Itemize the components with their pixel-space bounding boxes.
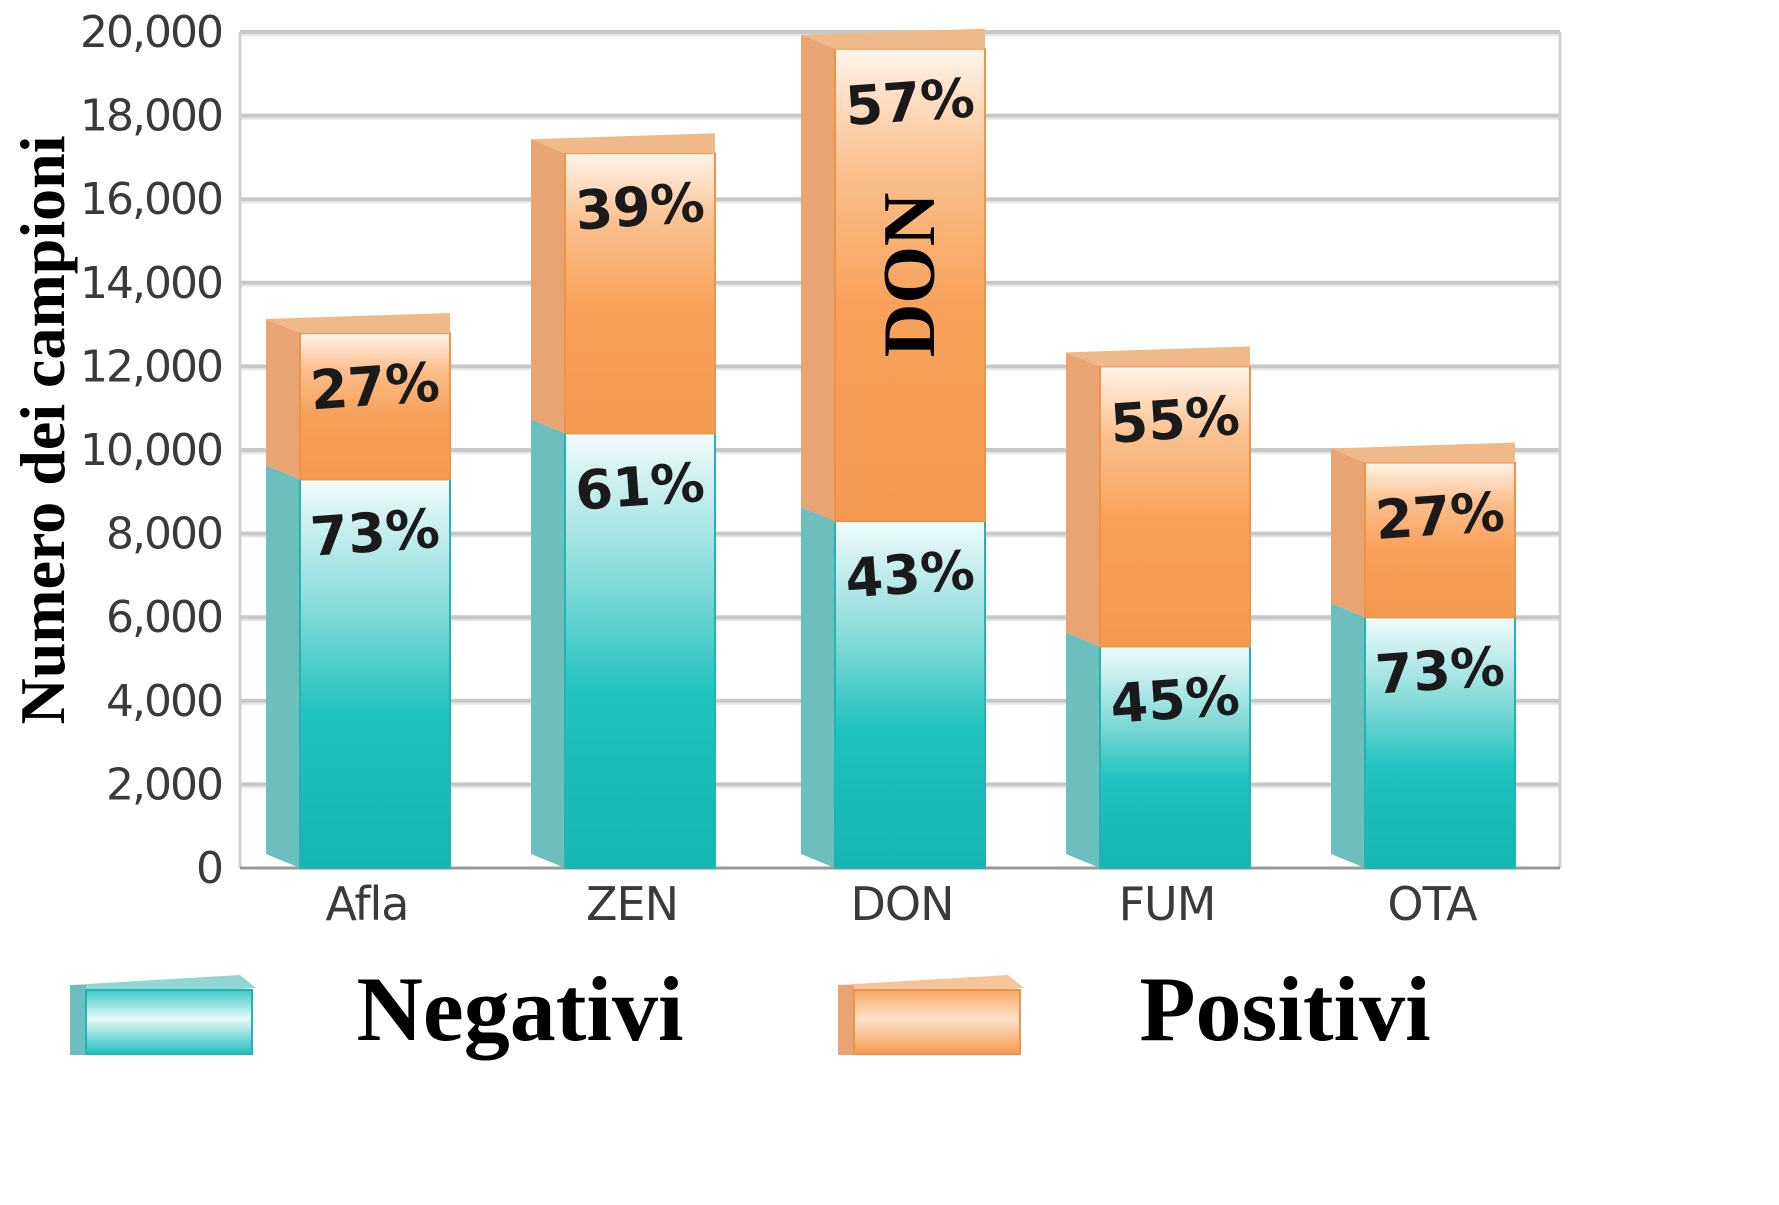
bar-zen-cap xyxy=(531,133,715,154)
bar-afla-negativi xyxy=(299,478,451,869)
bars: 73% 27% 61% 39% 43% 57% 45% 55% 73% 27% DON xyxy=(266,28,1516,870)
bar-zen-positivi xyxy=(564,152,716,435)
bar-don-positivi-side xyxy=(801,34,835,522)
y-axis-ticks: 0 2,000 4,000 6,000 8,000 10,000 12,000 14,000 1… xyxy=(80,7,224,894)
data-label-don-negativi: 43% xyxy=(843,539,976,611)
legend-swatch-negativi xyxy=(70,985,86,1055)
bar-afla-positivi-side xyxy=(266,318,300,480)
y-tick-label: 20,000 xyxy=(80,7,222,58)
bar-afla-cap xyxy=(266,312,450,333)
data-label-afla-positivi: 27% xyxy=(308,351,441,423)
x-category-label-ota: OTA xyxy=(1387,877,1478,931)
y-tick-label: 8,000 xyxy=(106,509,222,560)
annotation-don: DON xyxy=(869,193,951,357)
data-label-ota-negativi: 73% xyxy=(1373,635,1506,707)
y-tick-label: 4,000 xyxy=(106,676,222,727)
bar-group-don: 43% 57% xyxy=(801,28,986,869)
y-tick-label: 6,000 xyxy=(106,592,222,643)
bar-ota-positivi-side xyxy=(1331,448,1365,618)
y-tick-label: 18,000 xyxy=(80,91,222,142)
bar-ota-negativi xyxy=(1364,616,1516,870)
bar-group-ota: 73% 27% xyxy=(1331,442,1516,870)
bar-group-afla: 73% 27% xyxy=(266,312,451,869)
bar-fum-positivi xyxy=(1099,365,1251,648)
legend-label-positivi: Positivi xyxy=(1139,958,1430,1060)
legend-label-negativi: Negativi xyxy=(356,958,683,1060)
y-tick-label: 16,000 xyxy=(80,174,222,225)
legend-item-negativi: Negativi xyxy=(70,958,684,1060)
bar-fum-cap xyxy=(1066,346,1250,367)
bar-ota-negativi-side xyxy=(1331,603,1365,868)
bar-ota-cap xyxy=(1331,442,1515,463)
bar-fum-negativi-side xyxy=(1066,632,1100,868)
bar-group-zen: 61% 39% xyxy=(531,133,716,869)
data-label-fum-negativi: 45% xyxy=(1108,664,1241,736)
data-label-zen-positivi: 39% xyxy=(573,171,706,243)
bar-ota-positivi xyxy=(1364,461,1516,619)
bar-don-negativi xyxy=(834,520,986,869)
data-label-zen-negativi: 61% xyxy=(573,451,706,523)
bar-zen-positivi-side xyxy=(531,139,565,434)
legend-item-positivi: Positivi xyxy=(838,958,1431,1060)
data-label-don-positivi: 57% xyxy=(843,66,976,138)
data-label-afla-negativi: 73% xyxy=(308,497,441,569)
data-label-ota-positivi: 27% xyxy=(1373,480,1506,552)
bar-don-negativi-side xyxy=(801,507,835,868)
y-tick-label: 10,000 xyxy=(80,425,222,476)
y-axis-label: Numero dei campioni xyxy=(7,135,78,724)
y-tick-label: 2,000 xyxy=(106,759,222,810)
bar-afla-positivi xyxy=(299,331,451,481)
x-category-label-afla: Afla xyxy=(326,877,409,931)
legend-swatch-positivi xyxy=(838,985,854,1055)
x-category-label-don: DON xyxy=(850,877,953,931)
x-category-label-fum: FUM xyxy=(1119,877,1216,931)
legend-swatch-positivi-front xyxy=(853,989,1021,1055)
y-tick-label: 14,000 xyxy=(80,258,222,309)
bar-don-cap xyxy=(801,28,985,49)
data-label-fum-positivi: 55% xyxy=(1108,384,1241,456)
bar-afla-negativi-side xyxy=(266,465,300,868)
legend-swatch-negativi-front xyxy=(85,989,253,1055)
legend: Negativi Positivi xyxy=(70,958,1431,1060)
x-axis-categories: Afla ZEN DON FUM OTA xyxy=(326,877,1480,931)
y-tick-label: 0 xyxy=(196,843,222,894)
bar-group-fum: 45% 55% xyxy=(1066,346,1251,870)
bar-zen-negativi-side xyxy=(531,419,565,868)
x-category-label-zen: ZEN xyxy=(586,877,678,931)
bar-zen-negativi xyxy=(564,432,716,869)
bar-fum-positivi-side xyxy=(1066,352,1100,647)
y-tick-label: 12,000 xyxy=(80,341,222,392)
